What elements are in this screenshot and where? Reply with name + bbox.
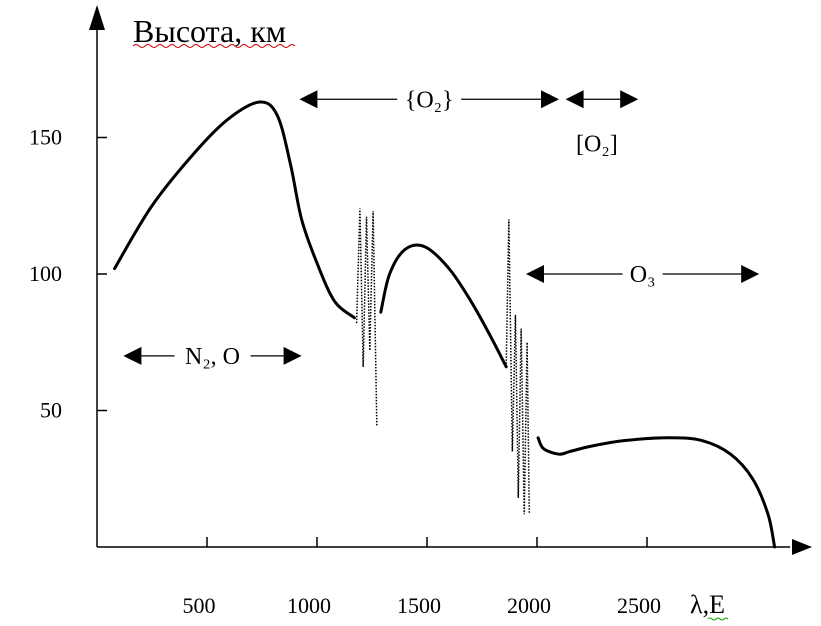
- spellcheck-underline-ylabel: [132, 44, 296, 48]
- annotation-3-label: [O₂]: [576, 131, 618, 157]
- series-1-solid: [113, 100, 356, 320]
- x-tick-label-500: 500: [183, 593, 216, 618]
- annotation-4-arrowhead-left: [526, 265, 544, 283]
- y-tick-label-100: 100: [29, 261, 62, 286]
- annotation-2-label: {O₂}: [405, 87, 454, 113]
- x-tick-label-2500: 2500: [617, 593, 661, 618]
- spellcheck-underline-xlabel: [707, 617, 729, 621]
- series-5-solid: [536, 436, 777, 549]
- annotation-2: {O₂}: [299, 87, 559, 113]
- annotation-2-arrowhead-right: [541, 90, 559, 109]
- series-2-dotted: [355, 208, 378, 427]
- annotation-1-arrowhead-left: [123, 346, 142, 365]
- annotation-1-label: N₂, O: [185, 344, 240, 370]
- annotations: N₂, O {O₂} [O₂] O₃: [123, 87, 760, 370]
- x-tick-label-2000: 2000: [507, 593, 551, 618]
- annotation-4: O₃: [526, 262, 760, 288]
- annotation-3-arrowhead-left: [565, 90, 584, 109]
- annotation-4-label: O₃: [630, 262, 656, 288]
- x-tick-label-1500: 1500: [397, 593, 441, 618]
- series-3-solid: [379, 243, 508, 369]
- axes: [89, 5, 812, 555]
- annotation-1-arrowhead-right: [283, 346, 302, 365]
- x-axis-arrowhead: [792, 539, 812, 555]
- y-tick-label-150: 150: [29, 125, 62, 150]
- annotation-4-arrowhead-right: [741, 265, 760, 283]
- annotation-2-arrowhead-left: [299, 90, 318, 109]
- ticks: 500 1000 1500 2000 2500 50 100 150: [29, 125, 661, 619]
- y-axis-arrowhead: [89, 5, 105, 30]
- annotation-3: [O₂]: [565, 90, 639, 157]
- annotation-3-arrowhead-right: [620, 90, 639, 109]
- y-axis-label: Высота, км: [133, 13, 286, 49]
- series: [113, 100, 777, 549]
- x-tick-label-1000: 1000: [287, 593, 331, 618]
- y-tick-label-50: 50: [40, 398, 62, 423]
- annotation-1: N₂, O: [123, 344, 302, 370]
- x-axis-label: λ,E: [690, 590, 725, 619]
- series-4-dotted: [505, 219, 531, 515]
